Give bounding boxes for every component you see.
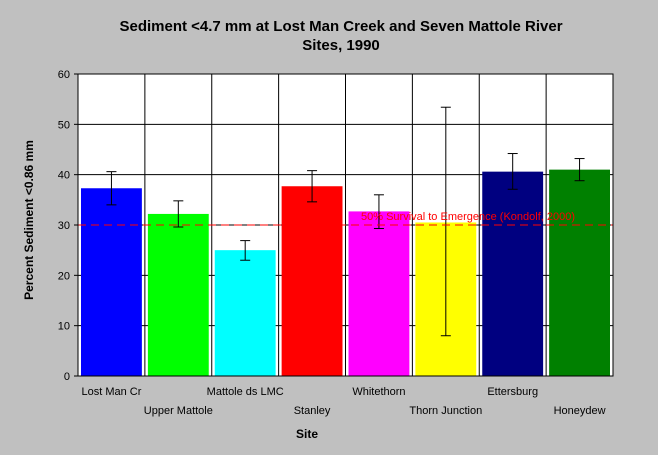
bar-7 [549, 169, 610, 376]
x-category-label-1: Upper Mattole [144, 405, 213, 417]
bar-0 [81, 188, 142, 376]
bars-group [81, 169, 610, 376]
reference-line-label: 50% Survival to Emergence (Kondolf, 2000… [361, 211, 575, 223]
bar-4 [348, 211, 410, 376]
bar-2 [214, 250, 276, 376]
x-category-label-7: Honeydew [554, 405, 606, 417]
reference-line-group: 50% Survival to Emergence (Kondolf, 2000… [78, 211, 613, 226]
bar-6 [482, 171, 544, 376]
x-axis-label: Site [296, 427, 318, 441]
x-category-label-4: Whitethorn [352, 386, 405, 398]
y-axis-label: Percent Sediment <0.86 mm [22, 140, 36, 300]
y-axis-ticks: 0 10 20 30 40 50 60 [58, 69, 78, 383]
x-category-label-2: Mattole ds LMC [207, 386, 284, 398]
x-category-label-6: Ettersburg [487, 386, 538, 398]
x-category-label-5: Thorn Junction [409, 405, 482, 417]
x-category-label-0: Lost Man Cr [81, 386, 141, 398]
chart-title-line-2: Sites, 1990 [302, 37, 380, 54]
y-tick-label-0: 0 [64, 371, 70, 383]
y-tick-label-1: 10 [58, 321, 70, 333]
x-category-label-3: Stanley [294, 405, 331, 417]
y-tick-label-3: 30 [58, 220, 70, 232]
bar-3 [281, 186, 343, 376]
y-tick-label-6: 60 [58, 69, 70, 81]
y-tick-label-2: 20 [58, 270, 70, 282]
bar-1 [147, 213, 209, 376]
error-bars-group [106, 106, 585, 337]
y-tick-label-4: 40 [58, 170, 70, 182]
y-tick-label-5: 50 [58, 119, 70, 131]
chart-title-line-1: Sediment <4.7 mm at Lost Man Creek and S… [119, 18, 562, 35]
